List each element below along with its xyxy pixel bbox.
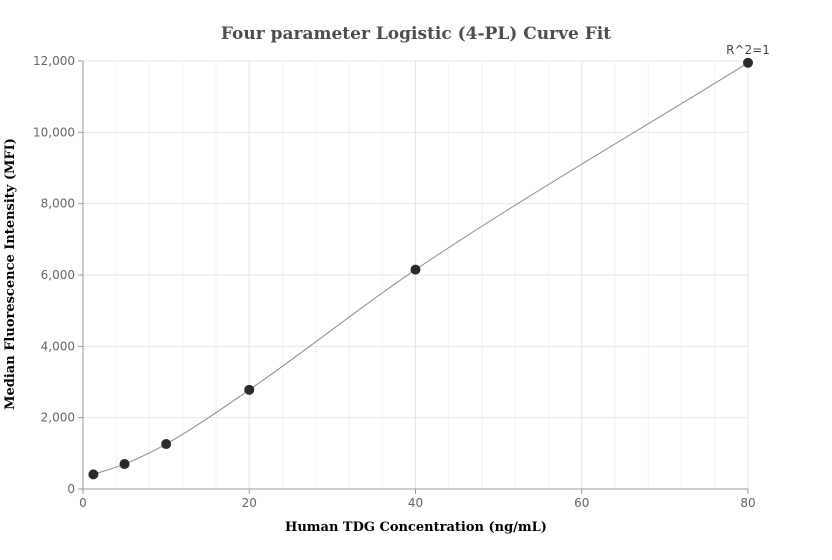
x-tick-label: 60 — [574, 496, 589, 510]
data-point — [119, 459, 130, 470]
r-squared-annotation: R^2=1 — [726, 43, 770, 57]
y-tick-label: 12,000 — [33, 54, 75, 68]
x-tick-label: 0 — [79, 496, 87, 510]
data-point — [161, 439, 172, 450]
axes — [78, 60, 749, 494]
y-tick-labels: 0 2,000 4,000 6,000 8,000 10,000 12,000 — [33, 54, 75, 496]
data-point — [410, 264, 421, 275]
data-point — [743, 57, 753, 68]
data-points — [88, 57, 753, 480]
x-tick-label: 40 — [408, 496, 423, 510]
y-tick-label: 2,000 — [41, 411, 75, 425]
y-tick-label: 0 — [67, 482, 75, 496]
data-point — [88, 469, 99, 480]
fit-curve — [93, 62, 749, 475]
x-tick-labels: 0 20 40 60 80 — [79, 496, 755, 510]
y-tick-label: 4,000 — [41, 339, 75, 353]
data-point — [244, 384, 255, 395]
x-tick-label: 20 — [242, 496, 257, 510]
chart-title: Four parameter Logistic (4-PL) Curve Fit — [221, 24, 611, 44]
x-tick-label: 80 — [740, 496, 755, 510]
x-axis-title: Human TDG Concentration (ng/mL) — [285, 520, 547, 535]
y-tick-label: 10,000 — [33, 125, 75, 139]
y-tick-label: 6,000 — [41, 268, 75, 282]
y-axis-title: Median Fluorescence Intensity (MFI) — [3, 138, 18, 410]
y-tick-label: 8,000 — [41, 197, 75, 211]
